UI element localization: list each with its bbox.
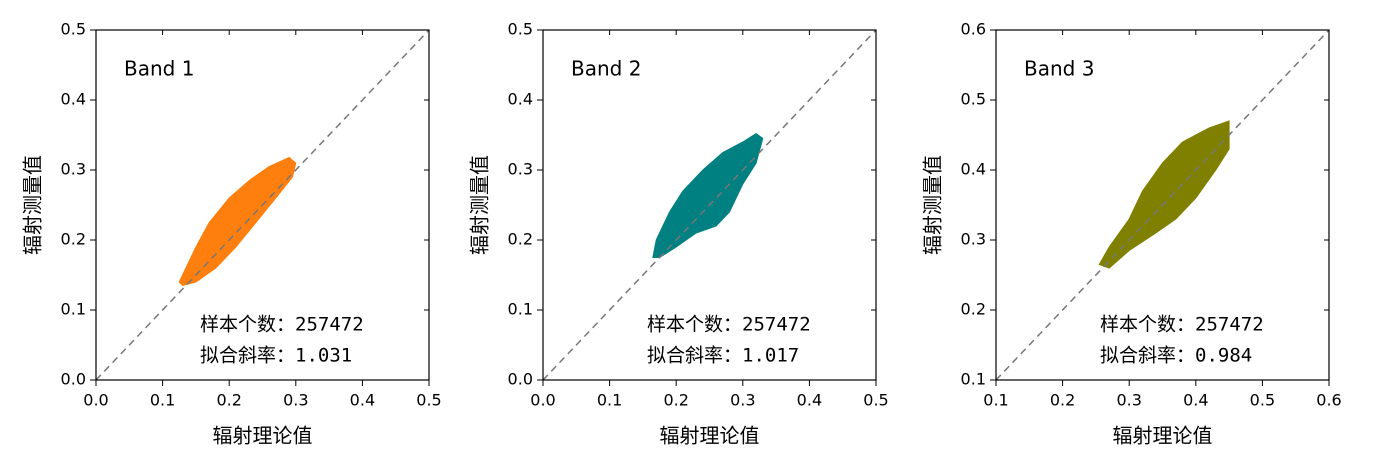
x-tick-label: 0.2 xyxy=(663,391,688,410)
x-tick-label: 0.1 xyxy=(150,391,175,410)
x-tick-label: 0.0 xyxy=(530,391,555,410)
plot-frame xyxy=(995,29,1330,381)
x-tick-label: 0.3 xyxy=(730,391,755,410)
y-tick-label: 0.5 xyxy=(61,20,86,39)
y-tick-label: 0.0 xyxy=(61,370,86,389)
y-tick-label: 0.6 xyxy=(961,20,986,39)
x-tick-label: 0.5 xyxy=(1250,391,1275,410)
x-tick-label: 0.5 xyxy=(863,391,888,410)
y-tick-label: 0.4 xyxy=(61,90,86,109)
subplot: 0.0 0.1 0.2 0.3 0.4 0.5 0.0 0.1 0.2 0.3 0.4 0.5 辐射理论… xyxy=(21,20,442,448)
x-tick-label: 0.2 xyxy=(216,391,241,410)
reference-line xyxy=(995,29,1330,381)
y-tick-label: 0.2 xyxy=(61,230,86,249)
x-tick-label: 0.3 xyxy=(283,391,308,410)
y-tick-label: 0.2 xyxy=(508,230,533,249)
annotation: 样本个数：257472 xyxy=(200,314,364,336)
annotation: 拟合斜率：1.017 xyxy=(647,345,799,367)
plot-frame xyxy=(542,29,877,381)
x-axis-label: 辐射理论值 xyxy=(213,424,313,448)
y-tick-label: 0.0 xyxy=(508,370,533,389)
x-tick-label: 0.2 xyxy=(1050,391,1075,410)
y-tick-label: 0.1 xyxy=(961,370,986,389)
y-tick-label: 0.2 xyxy=(961,300,986,319)
y-tick-label: 0.1 xyxy=(61,300,86,319)
y-tick-label: 0.3 xyxy=(508,160,533,179)
x-tick-label: 0.0 xyxy=(83,391,108,410)
y-axis-label: 辐射测量值 xyxy=(921,155,945,255)
band-label: Band 3 xyxy=(1024,57,1094,81)
y-tick-label: 0.3 xyxy=(961,230,986,249)
subplot: 0.0 0.1 0.2 0.3 0.4 0.5 0.0 0.1 0.2 0.3 0.4 0.5 辐射理论… xyxy=(468,20,889,448)
band-label: Band 1 xyxy=(124,57,194,81)
reference-line xyxy=(542,29,877,381)
point-cloud xyxy=(178,156,297,287)
y-tick-label: 0.3 xyxy=(61,160,86,179)
x-tick-label: 0.1 xyxy=(597,391,622,410)
y-axis-label: 辐射测量值 xyxy=(21,155,45,255)
x-axis-label: 辐射理论值 xyxy=(1113,424,1213,448)
y-axis-label: 辐射测量值 xyxy=(468,155,492,255)
reference-line xyxy=(95,29,430,381)
y-tick-label: 0.5 xyxy=(961,90,986,109)
annotation: 样本个数：257472 xyxy=(647,314,811,336)
annotation: 拟合斜率：0.984 xyxy=(1100,345,1252,367)
x-tick-label: 0.4 xyxy=(1183,391,1208,410)
x-tick-label: 0.5 xyxy=(416,391,441,410)
y-tick-label: 0.5 xyxy=(508,20,533,39)
point-cloud xyxy=(652,132,764,258)
x-axis-label: 辐射理论值 xyxy=(660,424,760,448)
y-tick-label: 0.4 xyxy=(961,160,986,179)
annotation: 样本个数：257472 xyxy=(1100,314,1264,336)
x-tick-label: 0.6 xyxy=(1316,391,1341,410)
y-tick-label: 0.1 xyxy=(508,300,533,319)
point-cloud xyxy=(1098,120,1230,269)
subplot: 0.1 0.2 0.3 0.4 0.5 0.6 0.1 0.2 0.3 0.4 0.5 0.6 辐射理论… xyxy=(921,20,1342,448)
plot-frame xyxy=(95,29,430,381)
x-tick-label: 0.4 xyxy=(350,391,375,410)
x-tick-label: 0.3 xyxy=(1116,391,1141,410)
x-tick-label: 0.1 xyxy=(983,391,1008,410)
x-tick-label: 0.4 xyxy=(797,391,822,410)
annotation: 拟合斜率：1.031 xyxy=(200,345,352,367)
y-tick-label: 0.4 xyxy=(508,90,533,109)
band-label: Band 2 xyxy=(571,57,641,81)
